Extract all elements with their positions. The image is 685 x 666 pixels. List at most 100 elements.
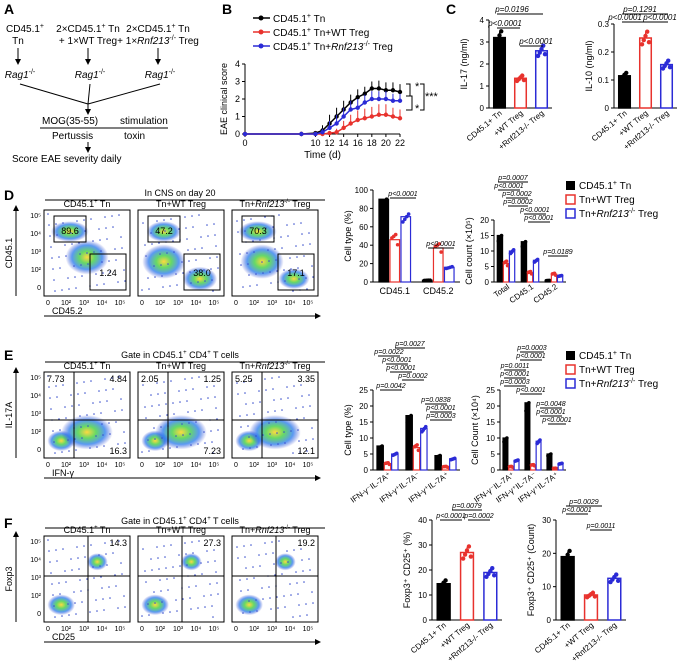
E-event — [117, 443, 119, 445]
E-event — [50, 408, 52, 410]
F-event — [67, 603, 69, 605]
E-flow-ytick-1: 10⁴ — [30, 393, 41, 400]
F-event — [301, 559, 303, 561]
D-event — [101, 261, 103, 263]
b-point-red — [390, 114, 396, 119]
F-event — [303, 581, 305, 583]
F-event — [106, 564, 108, 566]
D-density-1-1 — [182, 266, 218, 291]
D-event — [290, 268, 292, 270]
F-event — [169, 611, 171, 613]
D1-dot-blue — [404, 214, 409, 219]
F-event — [167, 589, 169, 591]
D-flow-xtick-0-0: 0 — [46, 300, 50, 307]
E-event — [161, 437, 163, 439]
D-event — [84, 230, 86, 232]
f-quad-ur-0: 14.3 — [109, 538, 127, 548]
D-event — [204, 280, 206, 282]
E-event — [312, 438, 314, 440]
D2-dot-blue — [559, 273, 564, 278]
F-event — [215, 571, 217, 573]
F-event — [176, 610, 178, 612]
pertussis-label: Pertussis — [52, 131, 93, 142]
F-flow-xtick-1-3: 10⁴ — [191, 626, 202, 633]
d-gate-value-lower-1: 38.0 — [193, 268, 211, 278]
D1-ytick-label: 0 — [364, 278, 369, 287]
E-event — [272, 388, 274, 390]
E-event — [98, 390, 100, 392]
F-event — [289, 583, 291, 585]
D-event — [71, 243, 73, 245]
D-event — [289, 257, 291, 259]
b-point-red — [327, 130, 332, 136]
c-il10-pvalues: p=0.1291 p<0.0001 p<0.0001 — [607, 5, 677, 23]
F-flow-xtick-2-3: 10⁴ — [285, 626, 296, 633]
F-event — [188, 586, 190, 588]
D-event — [64, 244, 66, 246]
E-event — [175, 435, 177, 437]
b-point-blue — [320, 130, 325, 135]
D-event — [123, 269, 125, 271]
E1-dot-blue — [423, 424, 428, 429]
C1-dot-blue — [541, 43, 546, 48]
D-event — [80, 264, 82, 266]
d-gate-lower-1 — [183, 253, 221, 291]
E-event — [150, 394, 152, 396]
D2-ytick-label: 10 — [480, 247, 489, 256]
F-event — [255, 599, 257, 601]
panel-f-letter: F — [4, 515, 13, 531]
E-event — [166, 414, 168, 416]
E-event — [311, 427, 313, 429]
D1-ylabel: Cell type (%) — [343, 210, 353, 262]
D-event — [178, 228, 180, 230]
D-event — [103, 283, 105, 285]
E-event — [284, 442, 286, 444]
E-event — [118, 376, 120, 378]
F-event — [109, 597, 111, 599]
F-event — [186, 564, 188, 566]
F-event — [153, 591, 155, 593]
mog-label: MOG(35-55) — [42, 116, 98, 127]
E-x-label: IFN-γ — [52, 468, 74, 478]
b-point-red — [376, 112, 382, 117]
D1-dot-red — [393, 232, 398, 237]
F-event — [262, 598, 264, 600]
D2-ytick-label: 0 — [485, 278, 490, 287]
D-event — [117, 281, 119, 283]
F2-xlabel-0: CD45.1+ Tn — [533, 621, 572, 656]
D-event — [197, 281, 199, 283]
E-event — [154, 438, 156, 440]
E2-bar-black — [524, 402, 531, 471]
D-event — [59, 267, 61, 269]
d-gate-lower-2 — [277, 253, 315, 291]
p-f2-2: p=0.0011 — [586, 523, 616, 530]
F2-ytick-label: 10 — [542, 583, 551, 592]
D1-dot-blue — [450, 264, 454, 269]
E-event — [298, 440, 300, 442]
F-event — [76, 546, 78, 548]
F-event — [276, 596, 278, 598]
D2-dot-red — [505, 263, 510, 268]
D1-bar-red — [389, 239, 401, 283]
d-gate-lower-0 — [89, 253, 127, 291]
F-event — [242, 612, 244, 614]
D-event — [153, 265, 155, 267]
F-event — [178, 554, 180, 556]
C1-dot-blue — [542, 52, 548, 57]
E-event — [191, 377, 193, 379]
E1-dot-black — [438, 453, 442, 458]
D-event — [86, 252, 88, 254]
b-ytick-label: 3 — [235, 77, 240, 87]
D-event — [210, 268, 212, 270]
panel-e: E Gate in CD45.1+ CD4+ T cells CD45.1+ T… — [4, 341, 658, 505]
D-event — [73, 265, 75, 267]
E-ft2b: Rnf213 — [255, 361, 284, 371]
D-ft1: Tn+WT Treg — [156, 199, 206, 209]
D-event — [269, 271, 271, 273]
F-flow-title-0: CD45.1+ Tn — [64, 525, 111, 535]
E-event — [84, 392, 86, 394]
F-event — [243, 545, 245, 547]
E-event — [95, 435, 97, 437]
recipient-2: Rag1-/- — [75, 69, 106, 81]
